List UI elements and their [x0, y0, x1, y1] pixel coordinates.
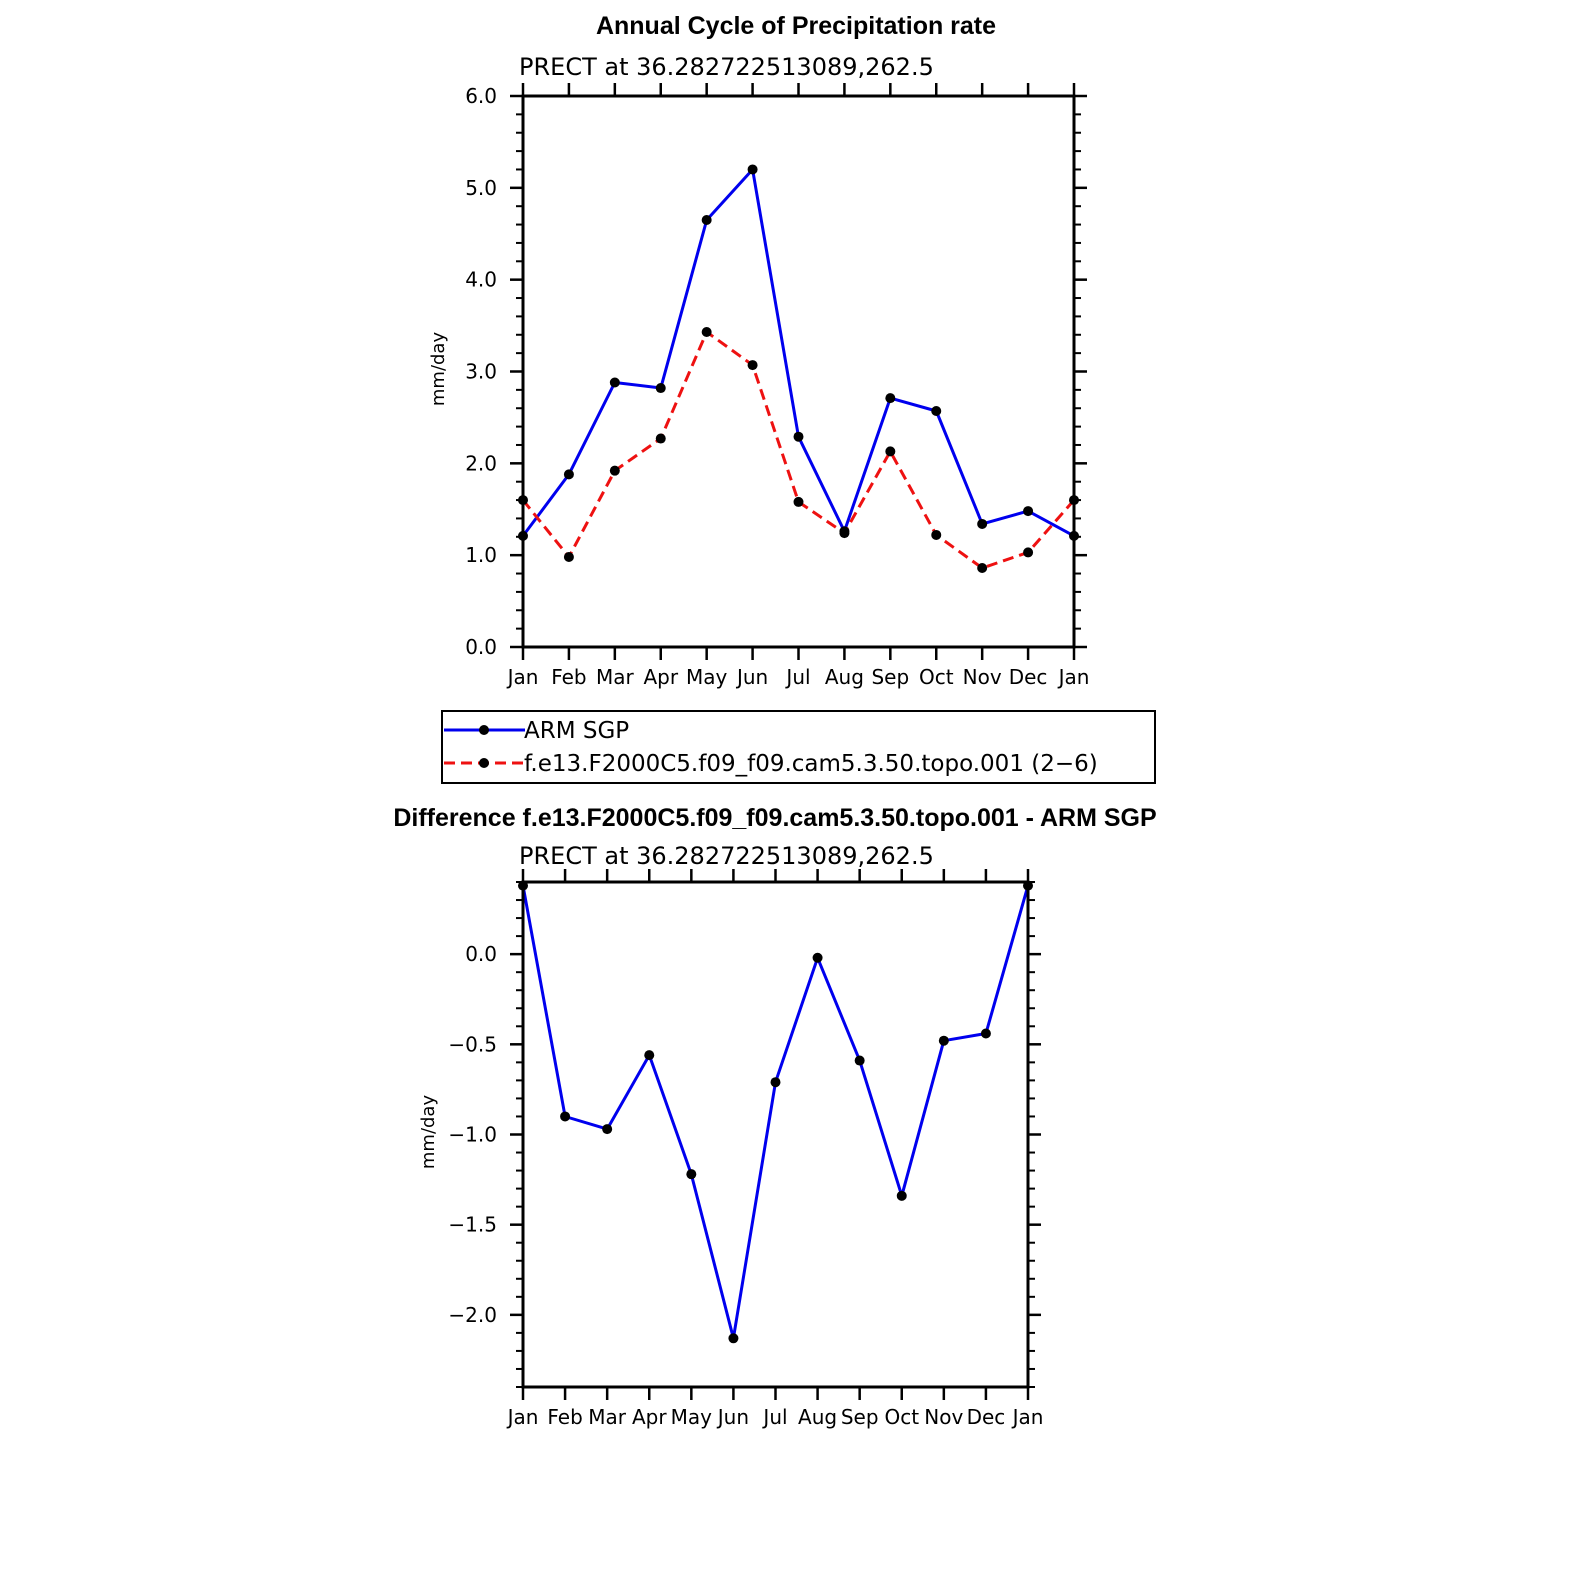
- data-point: [793, 431, 804, 442]
- x-tick-labels: Jan Feb Mar Apr May Jun Jul Aug Sep Oct Nov Dec Jan: [506, 1405, 1044, 1429]
- series-line-0: [521, 168, 1075, 538]
- legend-label-arm-sgp: ARM SGP: [524, 718, 629, 744]
- y-tick-label: 1.0: [465, 543, 497, 567]
- y-tick-label: 2.0: [465, 451, 497, 475]
- difference-chart: Difference f.e13.F2000C5.f09_f09.cam5.3.…: [393, 804, 1156, 1429]
- data-point: [931, 529, 942, 540]
- series-line-1: [521, 330, 1076, 570]
- y-tick-label: 0.0: [465, 635, 497, 659]
- series-line-0: [521, 885, 1030, 1340]
- x-tick-label: Nov: [924, 1405, 963, 1429]
- series-group: [518, 164, 1079, 574]
- y-tick-label: −1.5: [448, 1213, 497, 1237]
- x-tick-label: Sep: [871, 665, 909, 689]
- plot-frame: [521, 880, 1030, 1389]
- x-tick-label: Jun: [735, 665, 768, 689]
- x-tick-label: Sep: [841, 1405, 879, 1429]
- legend-marker-arm-sgp: [479, 725, 489, 735]
- legend-marker-model: [479, 758, 489, 768]
- x-tick-label: Apr: [643, 665, 678, 689]
- data-point: [644, 1050, 655, 1061]
- y-axis-label: mm/day: [428, 332, 449, 407]
- x-tick-label: Dec: [967, 1405, 1006, 1429]
- data-point: [770, 1077, 781, 1088]
- y-tick-label: −1.0: [448, 1123, 497, 1147]
- y-tick-labels: 0.0 1.0 2.0 3.0 4.0 5.0 6.0: [465, 84, 497, 659]
- x-tick-label: Aug: [798, 1405, 837, 1429]
- data-point: [793, 496, 804, 507]
- data-point: [728, 1333, 739, 1344]
- x-tick-label: May: [686, 665, 728, 689]
- data-point: [812, 952, 823, 963]
- data-point: [655, 383, 666, 394]
- data-point: [609, 465, 620, 476]
- y-axis-label: mm/day: [418, 1095, 439, 1170]
- data-point: [560, 1111, 571, 1122]
- axis-ticks: [510, 869, 1041, 1400]
- x-tick-labels: Jan Feb Mar Apr May Jun Jul Aug Sep Oct Nov Dec Jan: [506, 665, 1090, 689]
- x-tick-label: Oct: [919, 665, 954, 689]
- x-tick-label: Mar: [596, 665, 635, 689]
- data-point: [938, 1035, 949, 1046]
- data-point: [602, 1124, 613, 1135]
- x-tick-label: Mar: [588, 1405, 627, 1429]
- x-tick-label: Jul: [761, 1405, 787, 1429]
- chart-subtitle: PRECT at 36.282722513089,262.5: [519, 53, 934, 81]
- x-tick-label: Jan: [1057, 665, 1090, 689]
- data-point: [1023, 506, 1034, 517]
- data-point: [885, 446, 896, 457]
- y-tick-label: 4.0: [465, 268, 497, 292]
- data-point: [686, 1169, 697, 1180]
- data-point: [655, 433, 666, 444]
- y-tick-label: −2.0: [448, 1303, 497, 1327]
- data-point: [563, 469, 574, 480]
- y-tick-label: 0.0: [465, 942, 497, 966]
- data-point: [977, 563, 988, 574]
- data-point: [747, 164, 758, 175]
- chart-title: Annual Cycle of Precipitation rate: [596, 12, 996, 40]
- y-tick-label: 6.0: [465, 84, 497, 108]
- data-point: [747, 360, 758, 371]
- y-tick-label: −0.5: [448, 1032, 497, 1056]
- plot-frame: [521, 94, 1076, 649]
- y-tick-label: 3.0: [465, 360, 497, 384]
- x-tick-label: Jan: [1011, 1405, 1044, 1429]
- data-point: [609, 377, 620, 388]
- y-tick-label: 5.0: [465, 176, 497, 200]
- y-tick-labels: −2.0 −1.5 −1.0 −0.5 0.0: [448, 942, 497, 1327]
- x-tick-label: Aug: [825, 665, 864, 689]
- x-tick-label: Jun: [716, 1405, 749, 1429]
- x-tick-label: Feb: [551, 665, 586, 689]
- data-point: [854, 1055, 865, 1066]
- data-point: [839, 528, 850, 539]
- x-tick-label: Jan: [506, 1405, 539, 1429]
- x-tick-label: Dec: [1009, 665, 1048, 689]
- annual-cycle-chart: Annual Cycle of Precipitation rate PRECT…: [428, 12, 1089, 689]
- legend-box: [441, 710, 1156, 784]
- data-point: [701, 327, 712, 338]
- data-point: [701, 214, 712, 225]
- data-point: [980, 1028, 991, 1039]
- x-tick-label: Jan: [506, 665, 539, 689]
- data-point: [931, 405, 942, 416]
- x-tick-label: Jul: [784, 665, 810, 689]
- axis-ticks: [510, 83, 1087, 660]
- data-point: [896, 1190, 907, 1201]
- data-point: [977, 518, 988, 529]
- x-tick-label: May: [671, 1405, 713, 1429]
- x-tick-label: Apr: [632, 1405, 667, 1429]
- x-tick-label: Feb: [547, 1405, 582, 1429]
- chart-title: Difference f.e13.F2000C5.f09_f09.cam5.3.…: [393, 804, 1156, 832]
- data-point: [885, 393, 896, 404]
- chart-subtitle: PRECT at 36.282722513089,262.5: [519, 842, 934, 870]
- legend-label-model: f.e13.F2000C5.f09_f09.cam5.3.50.topo.001…: [524, 751, 1098, 777]
- data-point: [1023, 547, 1034, 558]
- x-tick-label: Nov: [963, 665, 1002, 689]
- series-group: [518, 880, 1033, 1344]
- legend: ARM SGP f.e13.F2000C5.f09_f09.cam5.3.50.…: [441, 710, 1156, 784]
- data-point: [563, 552, 574, 563]
- x-tick-label: Oct: [884, 1405, 919, 1429]
